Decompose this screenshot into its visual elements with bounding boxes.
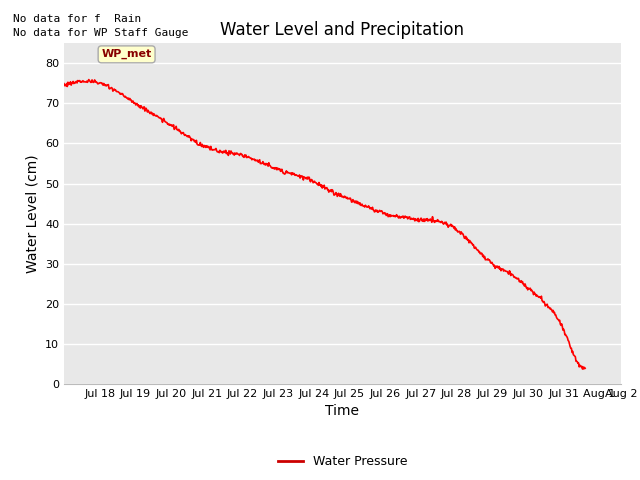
Text: No data for WP Staff Gauge: No data for WP Staff Gauge xyxy=(13,28,188,38)
X-axis label: Time: Time xyxy=(325,405,360,419)
Text: No data for f  Rain: No data for f Rain xyxy=(13,13,141,24)
Legend: Water Pressure: Water Pressure xyxy=(273,450,412,473)
Y-axis label: Water Level (cm): Water Level (cm) xyxy=(26,154,40,273)
Title: Water Level and Precipitation: Water Level and Precipitation xyxy=(220,21,465,39)
Text: WP_met: WP_met xyxy=(102,49,152,60)
